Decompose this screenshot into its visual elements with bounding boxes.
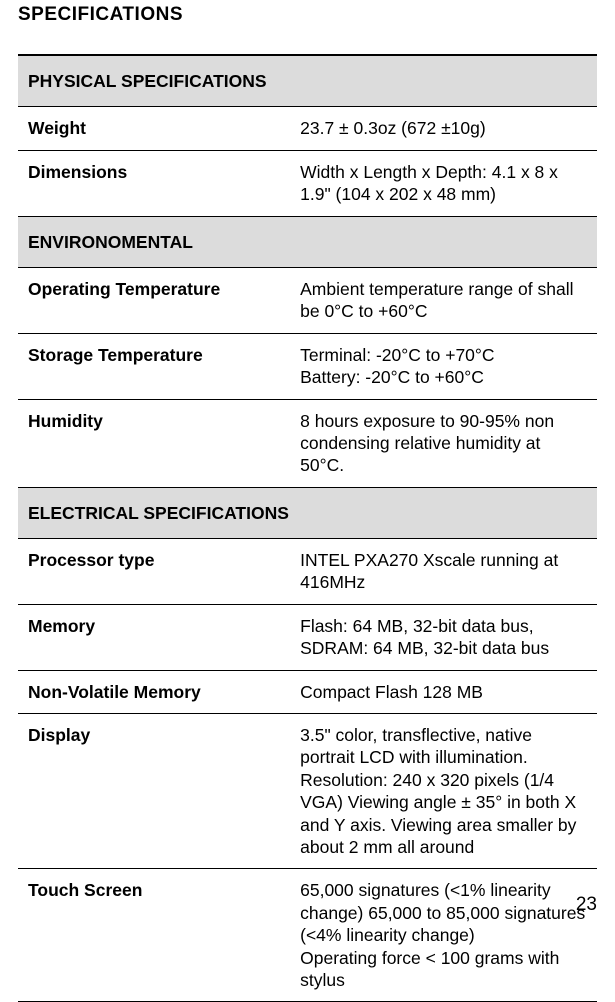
spec-row: Humidity8 hours exposure to 90-95% non c…	[18, 399, 597, 487]
spec-label: Humidity	[18, 399, 290, 487]
spec-value: Width x Length x Depth: 4.1 x 8 x 1.9" (…	[290, 150, 597, 216]
spec-value: INTEL PXA270 Xscale running at 416MHz	[290, 539, 597, 605]
spec-row: Display3.5" color, transflective, native…	[18, 714, 597, 869]
spec-row: Processor typeINTEL PXA270 Xscale runnin…	[18, 539, 597, 605]
spec-label: Weight	[18, 107, 290, 150]
spec-row: Operating TemperatureAmbient temperature…	[18, 267, 597, 333]
spec-value: 65,000 signatures (<1% linearity change)…	[290, 869, 597, 1002]
spec-row: MemoryFlash: 64 MB, 32-bit data bus, SDR…	[18, 604, 597, 670]
spec-label: Storage Temperature	[18, 333, 290, 399]
specifications-table: PHYSICAL SPECIFICATIONSWeight 23.7 ± 0.3…	[18, 54, 597, 1002]
spec-label: Non-Volatile Memory	[18, 670, 290, 713]
spec-value: 3.5" color, transflective, native portra…	[290, 714, 597, 869]
spec-row: Touch Screen65,000 signatures (<1% linea…	[18, 869, 597, 1002]
spec-value: Ambient temperature range of shall be 0°…	[290, 267, 597, 333]
spec-value: 8 hours exposure to 90-95% non condensin…	[290, 399, 597, 487]
spec-label: Operating Temperature	[18, 267, 290, 333]
spec-row: Non-Volatile MemoryCompact Flash 128 MB	[18, 670, 597, 713]
spec-label: Touch Screen	[18, 869, 290, 1002]
page-container: SPECIFICATIONS PHYSICAL SPECIFICATIONSWe…	[0, 0, 615, 1002]
spec-value: 23.7 ± 0.3oz (672 ±10g)	[290, 107, 597, 150]
spec-label: Processor type	[18, 539, 290, 605]
section-header-row: ELECTRICAL SPECIFICATIONS	[18, 487, 597, 538]
section-header: ELECTRICAL SPECIFICATIONS	[18, 487, 597, 538]
spec-row: DimensionsWidth x Length x Depth: 4.1 x …	[18, 150, 597, 216]
spec-label: Dimensions	[18, 150, 290, 216]
section-header: ENVIRONOMENTAL	[18, 216, 597, 267]
spec-label: Memory	[18, 604, 290, 670]
section-header-row: PHYSICAL SPECIFICATIONS	[18, 55, 597, 107]
spec-row: Storage TemperatureTerminal: -20°C to +7…	[18, 333, 597, 399]
spec-label: Display	[18, 714, 290, 869]
spec-value: Flash: 64 MB, 32-bit data bus, SDRAM: 64…	[290, 604, 597, 670]
spec-row: Weight 23.7 ± 0.3oz (672 ±10g)	[18, 107, 597, 150]
page-title: SPECIFICATIONS	[18, 4, 597, 26]
spec-value: Compact Flash 128 MB	[290, 670, 597, 713]
spec-value: Terminal: -20°C to +70°C Battery: -20°C …	[290, 333, 597, 399]
section-header-row: ENVIRONOMENTAL	[18, 216, 597, 267]
page-number: 23	[576, 894, 597, 916]
section-header: PHYSICAL SPECIFICATIONS	[18, 55, 597, 107]
